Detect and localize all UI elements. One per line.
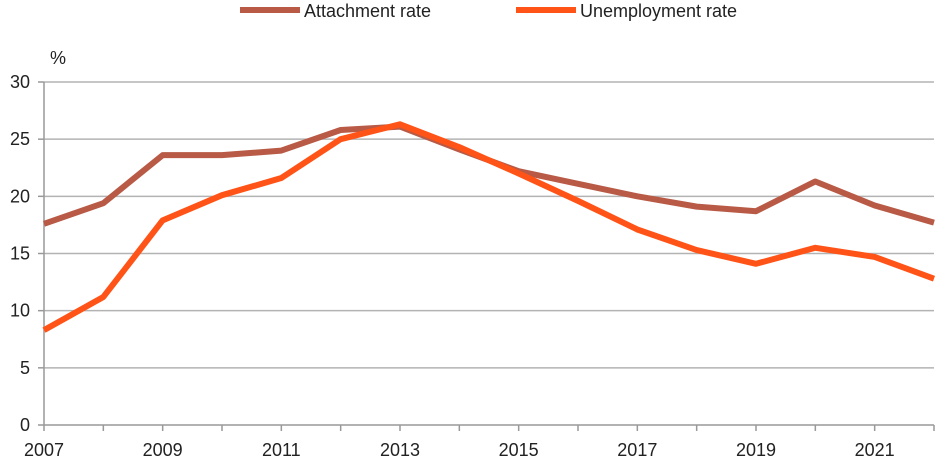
x-tick-label: 2007 xyxy=(24,440,64,459)
y-tick-label: 30 xyxy=(10,72,30,92)
y-tick-label: 15 xyxy=(10,244,30,264)
y-tick-label: 10 xyxy=(10,301,30,321)
y-tick-label: 0 xyxy=(20,415,30,435)
x-tick-label: 2017 xyxy=(617,440,657,459)
axes: 0 5 10 15 20 25 30 2007 2009 2011 2013 2015 2017 2019… xyxy=(10,72,935,459)
x-tick-label: 2021 xyxy=(855,440,895,459)
x-tick-label: 2009 xyxy=(143,440,183,459)
x-tick-label: 2015 xyxy=(499,440,539,459)
x-tick-label: 2011 xyxy=(262,440,301,459)
series-lines xyxy=(42,121,936,333)
x-tick-label: 2019 xyxy=(736,440,776,459)
gridlines xyxy=(44,81,934,369)
legend-label: Attachment rate xyxy=(304,1,431,21)
legend: Attachment rate Unemployment rate xyxy=(240,1,737,21)
y-tick-label: 25 xyxy=(10,129,30,149)
series-line-attachment-rate xyxy=(43,123,935,227)
y-axis-unit: % xyxy=(50,48,66,68)
y-tick-label: 5 xyxy=(20,358,30,378)
y-tick-label: 20 xyxy=(10,186,30,206)
x-tick-label: 2013 xyxy=(380,440,420,459)
series-line-unemployment-rate xyxy=(42,121,936,333)
legend-label: Unemployment rate xyxy=(580,1,737,21)
